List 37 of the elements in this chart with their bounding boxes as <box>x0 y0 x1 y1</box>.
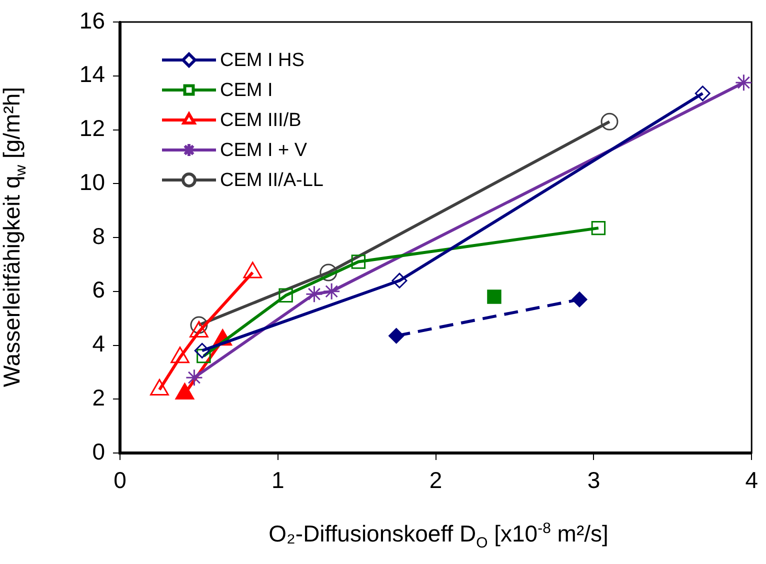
point <box>388 328 404 344</box>
legend-label: CEM II/A-LL <box>220 170 324 192</box>
y-tick-label: 4 <box>92 330 106 357</box>
x-axis-title: O₂-Diffusionskoeff D$_{O}$ [x10$^{-8}$ m²/s] <box>268 520 610 552</box>
y-tick-label: 2 <box>92 384 105 410</box>
x-tick-label: 2 <box>429 467 442 494</box>
y-tick-label: 14 <box>79 61 106 88</box>
y-tick-label: 6 <box>92 276 105 303</box>
x-tick-label: 3 <box>587 467 600 494</box>
legend-label: CEM III/B <box>220 110 302 132</box>
point <box>322 282 340 300</box>
point <box>190 316 208 334</box>
y-tick-label: 0 <box>92 438 105 464</box>
x-tick-label: 4 <box>745 467 758 494</box>
x-tick-label: 1 <box>272 467 284 494</box>
point <box>600 112 618 130</box>
point <box>305 285 323 303</box>
point <box>572 292 588 308</box>
y-tick-label: 8 <box>92 222 105 249</box>
point <box>320 264 338 282</box>
y-tick-label: 12 <box>79 115 105 142</box>
point <box>734 74 752 92</box>
point <box>487 290 502 304</box>
point <box>196 348 211 364</box>
legend-label: CEM I HS <box>220 50 304 72</box>
x-tick-label: 0 <box>114 467 126 494</box>
y-tick-label: 10 <box>79 168 105 195</box>
y-tick-label: 16 <box>79 7 105 34</box>
legend-label: CEM I <box>220 80 273 102</box>
point <box>351 254 366 269</box>
point <box>185 368 203 386</box>
point <box>278 288 293 303</box>
point <box>694 86 710 102</box>
point <box>591 220 606 236</box>
legend-label: CEM I + V <box>220 140 308 162</box>
point <box>392 272 408 288</box>
point <box>194 342 210 358</box>
